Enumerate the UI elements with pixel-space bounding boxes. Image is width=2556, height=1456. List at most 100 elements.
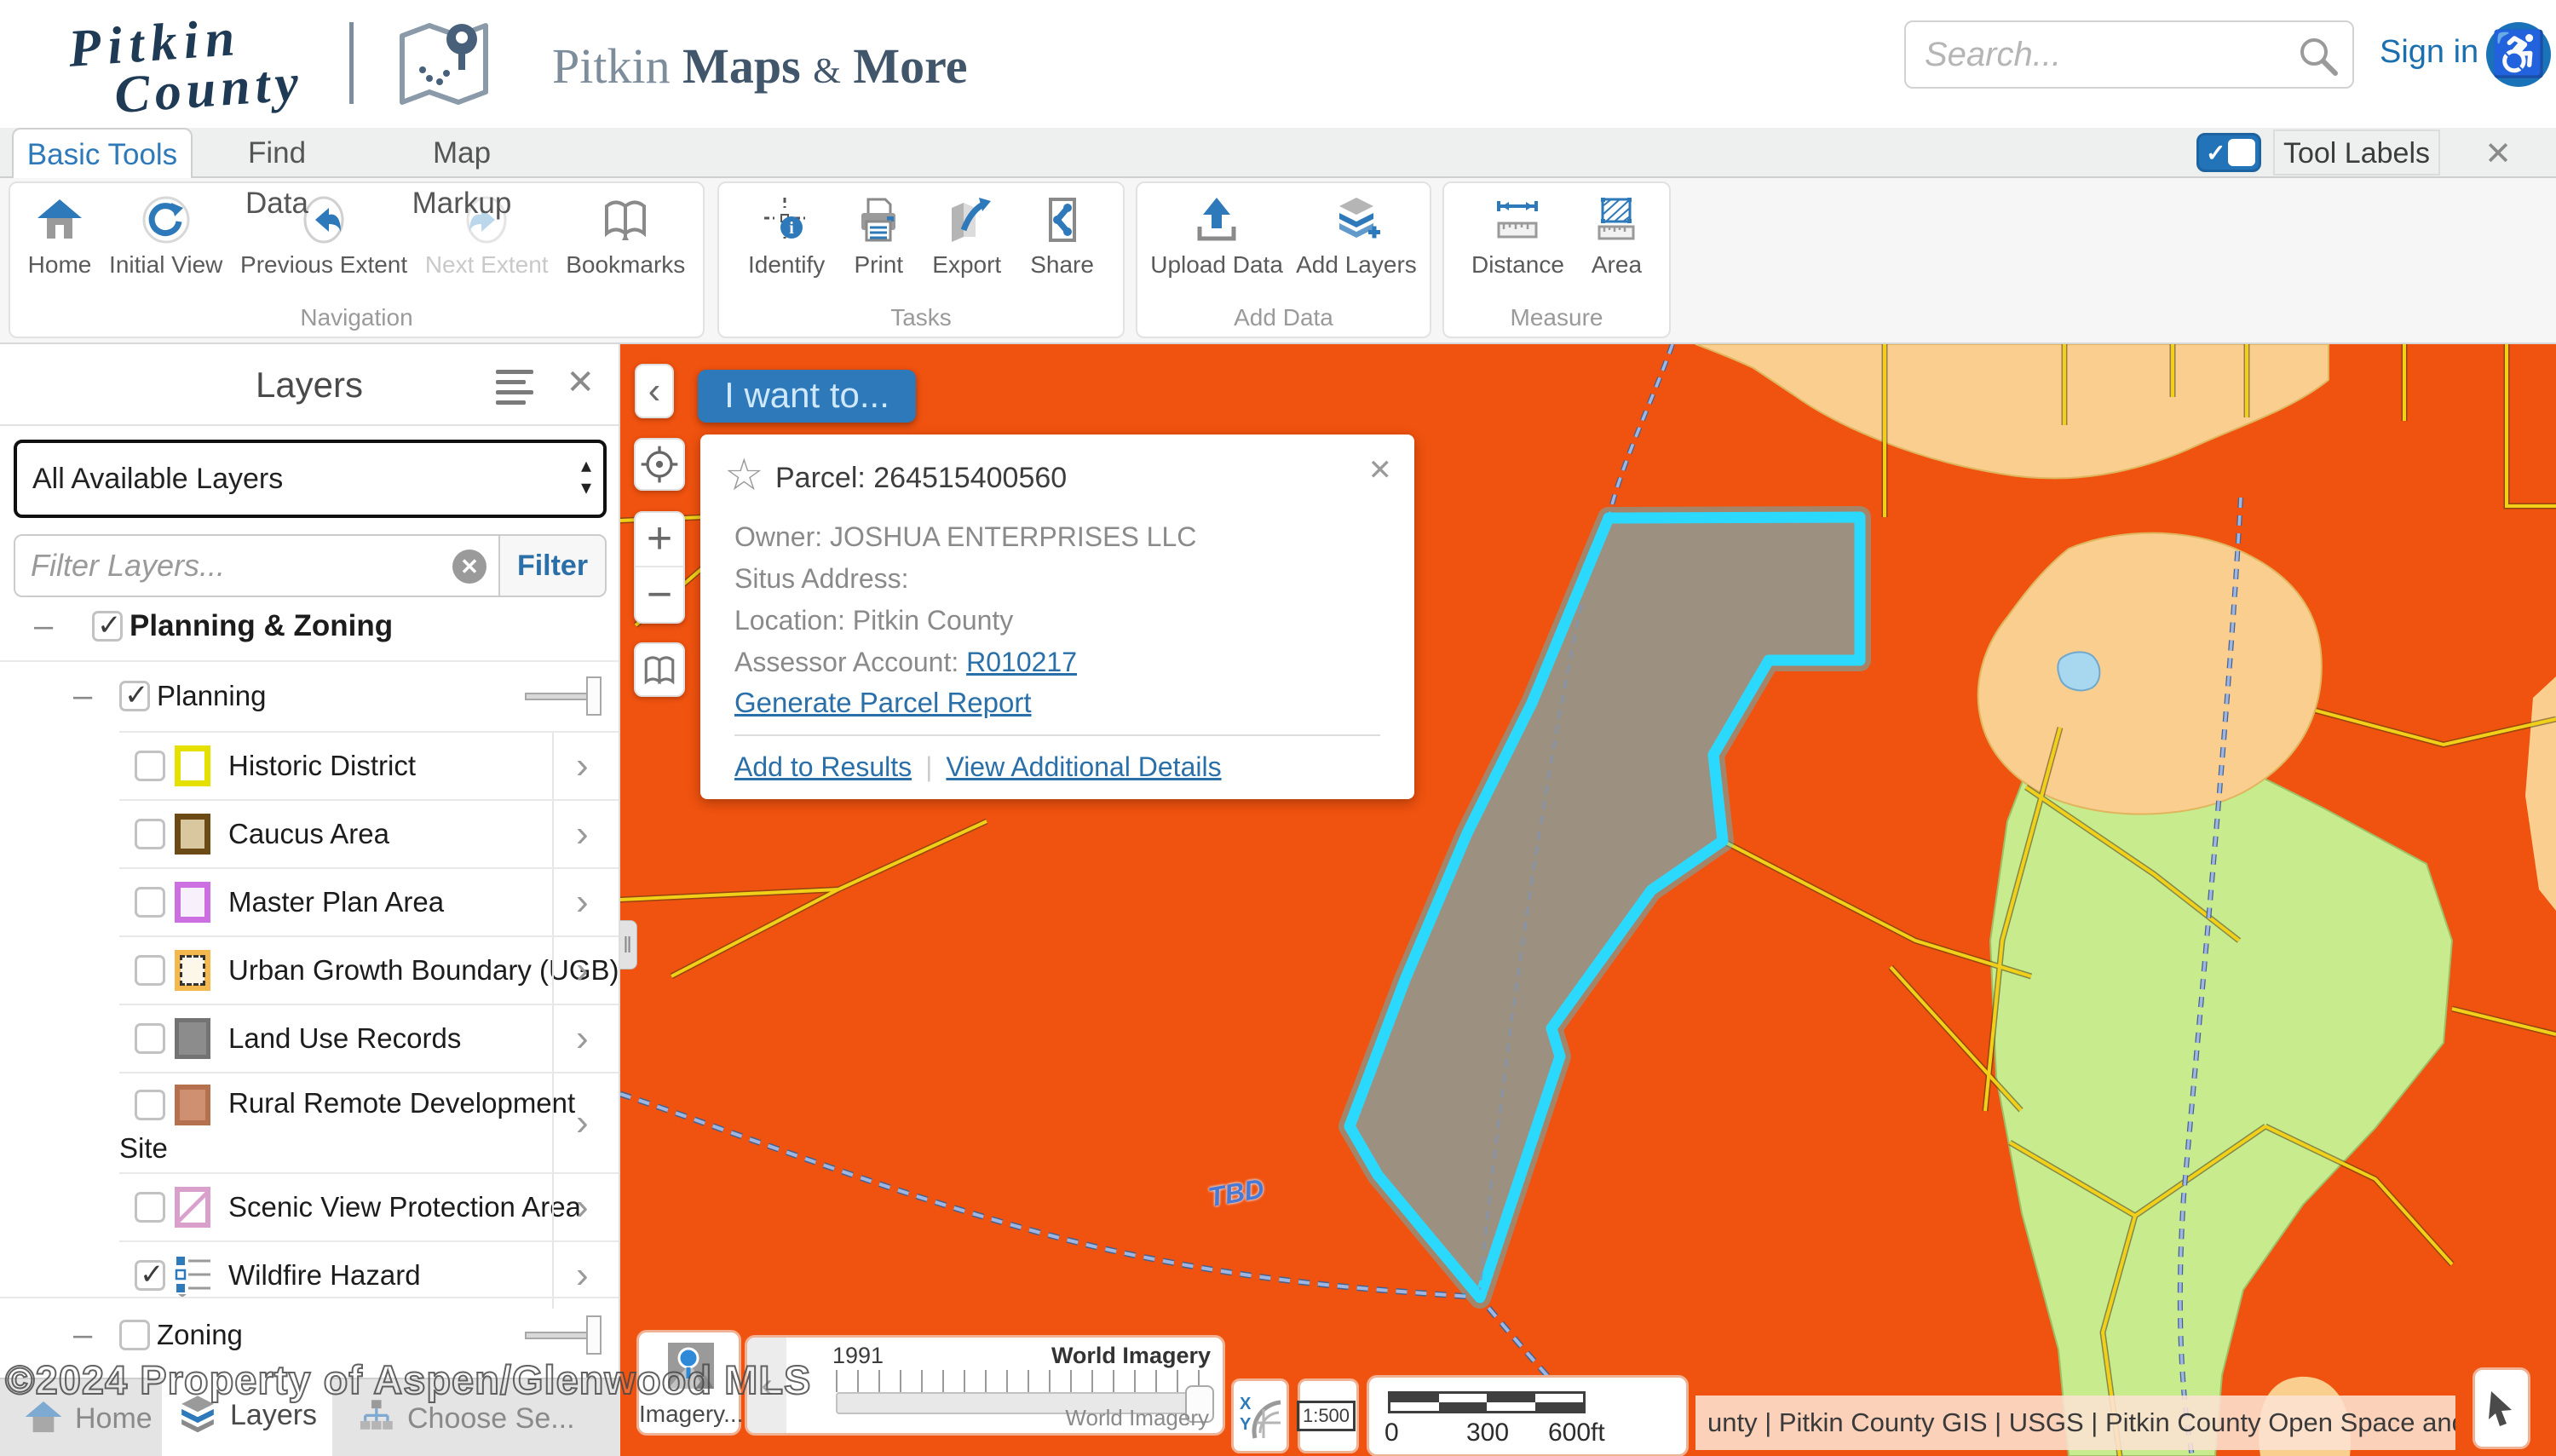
distance-button[interactable]: Distance	[1471, 195, 1564, 279]
assessor-account-link[interactable]: R010217	[966, 647, 1078, 677]
layer-row-wildfire-hazard[interactable]: Wildfire Hazard ›	[0, 1242, 619, 1309]
export-button[interactable]: Export	[932, 195, 1001, 279]
opacity-slider[interactable]	[525, 676, 602, 716]
timeline-track[interactable]	[836, 1392, 1209, 1414]
previous-extent-button[interactable]: Previous Extent	[240, 195, 407, 279]
layer-group-planning[interactable]: – Planning	[0, 661, 619, 731]
collapse-panel-icon[interactable]: ‹	[635, 364, 674, 418]
search-input[interactable]	[1925, 29, 2283, 80]
print-button[interactable]: Print	[854, 195, 903, 279]
bottom-tab-home[interactable]: Home	[9, 1379, 168, 1456]
collapse-icon[interactable]: –	[73, 676, 93, 715]
chevron-right-icon[interactable]: ›	[552, 1005, 619, 1072]
bottom-tab-choose[interactable]: Choose Se...	[341, 1379, 590, 1456]
checkbox-planning[interactable]	[119, 678, 150, 712]
initial-view-button[interactable]: Initial View	[109, 195, 222, 279]
basemap-thumbnail-icon	[668, 1343, 714, 1389]
chevron-right-icon[interactable]: ›	[552, 801, 619, 867]
sign-in-link[interactable]: Sign in	[2380, 34, 2479, 70]
panel-close-icon[interactable]: ✕	[566, 364, 595, 401]
next-extent-button[interactable]: Next Extent	[425, 195, 549, 279]
add-to-results-link[interactable]: Add to Results	[734, 751, 912, 782]
chevron-right-icon[interactable]: ›	[552, 869, 619, 935]
map-viewport[interactable]: ‹ I want to... + − ‖ ☆ Parcel: 264515400…	[620, 344, 2556, 1456]
filter-button[interactable]: Filter	[498, 534, 607, 597]
checkbox-planning-zoning[interactable]	[92, 608, 123, 642]
basemap-button[interactable]: Imagery...	[636, 1330, 743, 1436]
tab-find-data[interactable]: Find Data	[245, 136, 308, 220]
tab-map-markup[interactable]: Map Markup	[412, 136, 512, 220]
layer-group-zoning[interactable]: – Zoning	[0, 1301, 619, 1369]
timeline-collapse-icon[interactable]: ‹	[747, 1338, 786, 1433]
layer-row-ugb[interactable]: Urban Growth Boundary (UGB) ›	[0, 937, 619, 1004]
chevron-right-icon[interactable]: ›	[552, 1073, 619, 1172]
checkbox-land-use-records[interactable]	[135, 1023, 165, 1054]
toggle-knob	[2228, 139, 2255, 166]
area-button[interactable]: Area	[1592, 195, 1642, 279]
chevron-right-icon[interactable]: ›	[552, 1242, 619, 1309]
layer-theme-select[interactable]: All Available Layers ▴ ▾	[14, 440, 607, 518]
layer-row-scenic-view[interactable]: Scenic View Protection Area ›	[0, 1174, 619, 1240]
org-chart-icon	[356, 1397, 395, 1441]
timeline-slider-handle[interactable]	[1185, 1385, 1214, 1423]
opacity-slider[interactable]	[525, 1315, 602, 1355]
filter-layers-input[interactable]	[31, 543, 414, 589]
chevron-right-icon[interactable]: ›	[552, 733, 619, 799]
i-want-to-button[interactable]: I want to...	[698, 370, 916, 423]
scalebar-mid: 300	[1466, 1419, 1510, 1447]
map-bookmarks-button[interactable]	[634, 642, 685, 697]
upload-data-button[interactable]: Upload Data	[1150, 195, 1283, 279]
tool-labels-control: ✓ Tool Labels ✕	[2159, 129, 2517, 176]
zoom-out-button[interactable]: −	[646, 570, 673, 619]
bottom-tab-layers[interactable]: Layers	[162, 1373, 332, 1456]
bookmarks-button[interactable]: Bookmarks	[566, 195, 685, 279]
layer-row-master-plan-area[interactable]: Master Plan Area ›	[0, 869, 619, 935]
tab-basic-tools[interactable]: Basic Tools	[12, 128, 193, 178]
clear-filter-icon[interactable]: ✕	[452, 550, 486, 584]
scale-input-button[interactable]: 1:500	[1296, 1378, 1359, 1453]
add-layers-button[interactable]: Add Layers	[1296, 195, 1417, 279]
checkbox-zoning[interactable]	[119, 1320, 150, 1350]
chevron-right-icon[interactable]: ›	[552, 937, 619, 1004]
checkbox-wildfire-hazard[interactable]	[135, 1257, 165, 1292]
pointer-tool-button[interactable]	[2473, 1367, 2530, 1449]
map-canvas[interactable]	[620, 344, 2556, 1456]
pitkin-county-logo[interactable]: Pitkin County	[17, 0, 340, 134]
favorite-star-icon[interactable]: ☆	[724, 451, 764, 500]
identify-button[interactable]: i Identify	[748, 195, 825, 279]
layer-row-rural-remote[interactable]: Rural Remote Development Site ›	[0, 1073, 619, 1172]
layer-row-land-use-records[interactable]: Land Use Records ›	[0, 1005, 619, 1072]
group-label-measure: Measure	[1510, 304, 1603, 331]
checkbox-scenic-view[interactable]	[135, 1192, 165, 1223]
timeline-start-year: 1991	[832, 1343, 884, 1368]
checkbox-caucus-area[interactable]	[135, 819, 165, 849]
checkbox-master-plan-area[interactable]	[135, 887, 165, 918]
search-icon[interactable]	[2296, 34, 2340, 83]
print-icon	[854, 195, 903, 245]
chevron-right-icon[interactable]: ›	[552, 1174, 619, 1240]
layer-row-caucus-area[interactable]: Caucus Area ›	[0, 801, 619, 867]
generate-parcel-report-link[interactable]: Generate Parcel Report	[734, 687, 1032, 718]
zoom-in-button[interactable]: +	[636, 513, 683, 567]
geolocate-button[interactable]	[634, 438, 685, 491]
checkbox-rural-remote[interactable]	[135, 1090, 165, 1121]
share-button[interactable]: Share	[1030, 195, 1094, 279]
layer-group-planning-zoning[interactable]: – Planning & Zoning	[0, 592, 619, 660]
popup-close-icon[interactable]: ✕	[1367, 454, 1393, 486]
panel-menu-icon[interactable]	[496, 370, 533, 411]
home-icon	[35, 195, 84, 245]
layer-row-historic-district[interactable]: Historic District ›	[0, 733, 619, 799]
view-additional-details-link[interactable]: View Additional Details	[946, 751, 1222, 782]
home-button[interactable]: Home	[28, 195, 91, 279]
checkbox-historic-district[interactable]	[135, 751, 165, 781]
panel-resize-handle[interactable]: ‖	[620, 920, 637, 970]
add-layers-icon	[1332, 195, 1381, 245]
accessibility-icon[interactable]: ♿	[2486, 22, 2551, 87]
collapse-icon[interactable]: –	[34, 607, 54, 645]
toolbar-close-icon[interactable]: ✕	[2484, 136, 2512, 172]
tool-labels-toggle[interactable]: ✓	[2196, 133, 2261, 172]
checkbox-ugb[interactable]	[135, 955, 165, 986]
collapse-icon[interactable]: –	[73, 1315, 93, 1354]
upload-icon	[1192, 195, 1241, 245]
